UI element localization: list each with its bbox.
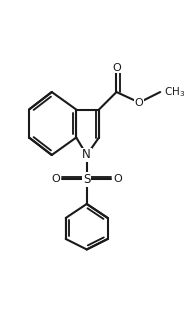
Text: O: O	[114, 175, 123, 184]
Text: CH$_3$: CH$_3$	[164, 85, 185, 99]
Text: N: N	[82, 148, 91, 162]
Text: S: S	[83, 173, 90, 186]
Text: O: O	[112, 63, 121, 73]
Text: O: O	[51, 175, 60, 184]
Text: O: O	[135, 98, 144, 108]
